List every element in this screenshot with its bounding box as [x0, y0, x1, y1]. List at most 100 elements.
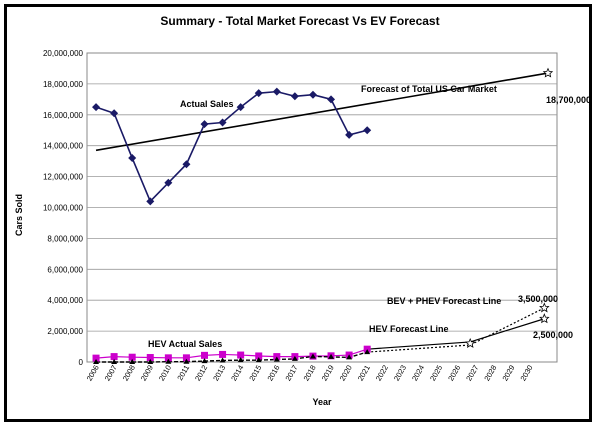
- ev-actual-point: [165, 358, 172, 364]
- annotation-hev-forecast: HEV Forecast Line: [369, 324, 449, 334]
- y-tick-label: 10,000,000: [43, 204, 84, 213]
- annotation-2500000: 2,500,000: [533, 330, 573, 340]
- ev-actual-point: [111, 359, 118, 364]
- x-tick-label: 2029: [500, 364, 516, 383]
- x-tick-label: 2019: [320, 364, 336, 383]
- annotation-bev-phev-forecast: BEV + PHEV Forecast Line: [387, 296, 501, 306]
- actual-sales-point: [308, 90, 317, 99]
- y-tick-label: 14,000,000: [43, 142, 84, 151]
- actual-sales-point: [182, 160, 191, 169]
- x-tick-label: 2023: [392, 364, 408, 383]
- actual-sales-point: [146, 197, 155, 206]
- annotation-actual-sales: Actual Sales: [180, 99, 234, 109]
- actual-sales-point: [363, 126, 372, 135]
- hev-actual-point: [164, 354, 172, 362]
- actual-sales-point: [218, 118, 227, 127]
- x-tick-label: 2028: [482, 364, 498, 383]
- x-tick-label: 2013: [211, 364, 227, 383]
- annotation-forecast-total: Forecast of Total US Car Market: [361, 84, 497, 94]
- actual-sales-point: [327, 95, 336, 104]
- ev-actual-line: [96, 351, 368, 363]
- ev-actual-point: [255, 357, 262, 363]
- y-tick-label: 4,000,000: [47, 296, 83, 305]
- x-axis-label: Year: [312, 397, 332, 407]
- y-tick-label: 6,000,000: [47, 265, 83, 274]
- annotations: Actual Sales Forecast of Total US Car Ma…: [148, 84, 591, 349]
- y-tick-label: 20,000,000: [43, 49, 84, 58]
- actual-sales-line: [95, 90, 368, 203]
- ev-actual-point: [219, 357, 226, 363]
- actual-sales-point: [254, 89, 263, 98]
- forecast-star: [465, 337, 476, 348]
- ev-actual-point: [364, 349, 371, 355]
- actual-sales-point: [345, 130, 354, 139]
- x-tick-label: 2025: [428, 364, 444, 383]
- y-tick-label: 2,000,000: [47, 327, 83, 336]
- forecast-star: [539, 302, 550, 313]
- annotation-18700000: 18,700,000: [546, 95, 591, 105]
- x-tick-label: 2024: [410, 364, 426, 383]
- actual-sales-point: [164, 178, 173, 187]
- ev-actual-point: [273, 356, 280, 362]
- annotation-3500000: 3,500,000: [518, 294, 558, 304]
- actual-sales-point: [128, 154, 137, 163]
- ev-actual-point: [147, 359, 154, 364]
- annotation-hev-actual-sales: HEV Actual Sales: [148, 339, 222, 349]
- actual-sales-point: [92, 103, 101, 112]
- y-axis-label: Cars Sold: [14, 194, 24, 236]
- x-tick-label: 2012: [193, 364, 209, 383]
- ev-actual-point: [291, 355, 298, 361]
- hev-actual-point: [255, 352, 263, 360]
- x-tick-label: 2007: [103, 364, 119, 383]
- x-tick-label: 2009: [139, 364, 155, 383]
- x-tick-label: 2021: [356, 364, 372, 383]
- hev-actual-point: [146, 354, 154, 362]
- y-tick-label: 8,000,000: [47, 234, 83, 243]
- forecast-end-star: [542, 67, 554, 78]
- ev-actual-point: [328, 353, 335, 359]
- x-tick-label: 2008: [121, 364, 137, 383]
- ev-actual-point: [129, 359, 136, 364]
- y-tick-labels: 0 2,000,000 4,000,000 6,000,000 8,000,000 10,…: [43, 49, 84, 367]
- x-tick-labels: 2006 2007 2008 2009 2010 2011 2012 2013 2014 2015…: [85, 364, 535, 383]
- ev-actual-point: [309, 353, 316, 359]
- y-tick-label: 12,000,000: [43, 173, 84, 182]
- x-tick-label: 2015: [247, 364, 263, 383]
- ev-actual-point: [93, 359, 100, 364]
- hev-actual-point: [219, 350, 227, 358]
- x-tick-label: 2014: [229, 364, 245, 383]
- x-tick-label: 2022: [374, 364, 390, 383]
- actual-sales-point: [290, 92, 299, 101]
- x-tick-label: 2020: [338, 364, 354, 383]
- actual-sales-point: [236, 103, 245, 112]
- forecast-star: [539, 313, 550, 324]
- x-tick-label: 2026: [446, 364, 462, 383]
- x-tick-label: 2030: [518, 364, 534, 383]
- x-tick-label: 2017: [283, 364, 299, 383]
- hev-actual-point: [182, 354, 190, 362]
- x-tick-label: 2010: [157, 364, 173, 383]
- actual-sales-point: [272, 87, 281, 96]
- ev-actual-point: [237, 357, 244, 363]
- x-tick-label: 2018: [302, 364, 318, 383]
- y-tick-label: 18,000,000: [43, 80, 84, 89]
- actual-sales-point: [110, 109, 119, 118]
- gridlines: [87, 83, 557, 332]
- x-tick-label: 2011: [175, 364, 191, 382]
- hev-actual-point: [128, 353, 136, 361]
- x-tick-label: 2016: [265, 364, 281, 383]
- ev-actual-point: [346, 354, 353, 360]
- y-tick-label: 16,000,000: [43, 111, 84, 120]
- hev-actual-point: [110, 353, 118, 361]
- x-tick-label: 2027: [464, 364, 480, 383]
- hev-actual-point: [237, 351, 245, 359]
- hev-actual-point: [92, 354, 100, 362]
- forecast-total-line: [95, 72, 549, 152]
- ev-actual-point: [201, 358, 208, 364]
- hev-actual-point: [201, 351, 208, 359]
- chart-title: Summary - Total Market Forecast Vs EV Fo…: [160, 14, 439, 28]
- series-layer: [92, 67, 554, 364]
- y-tick-label: 0: [79, 358, 84, 367]
- hev-actual-line: [95, 348, 368, 359]
